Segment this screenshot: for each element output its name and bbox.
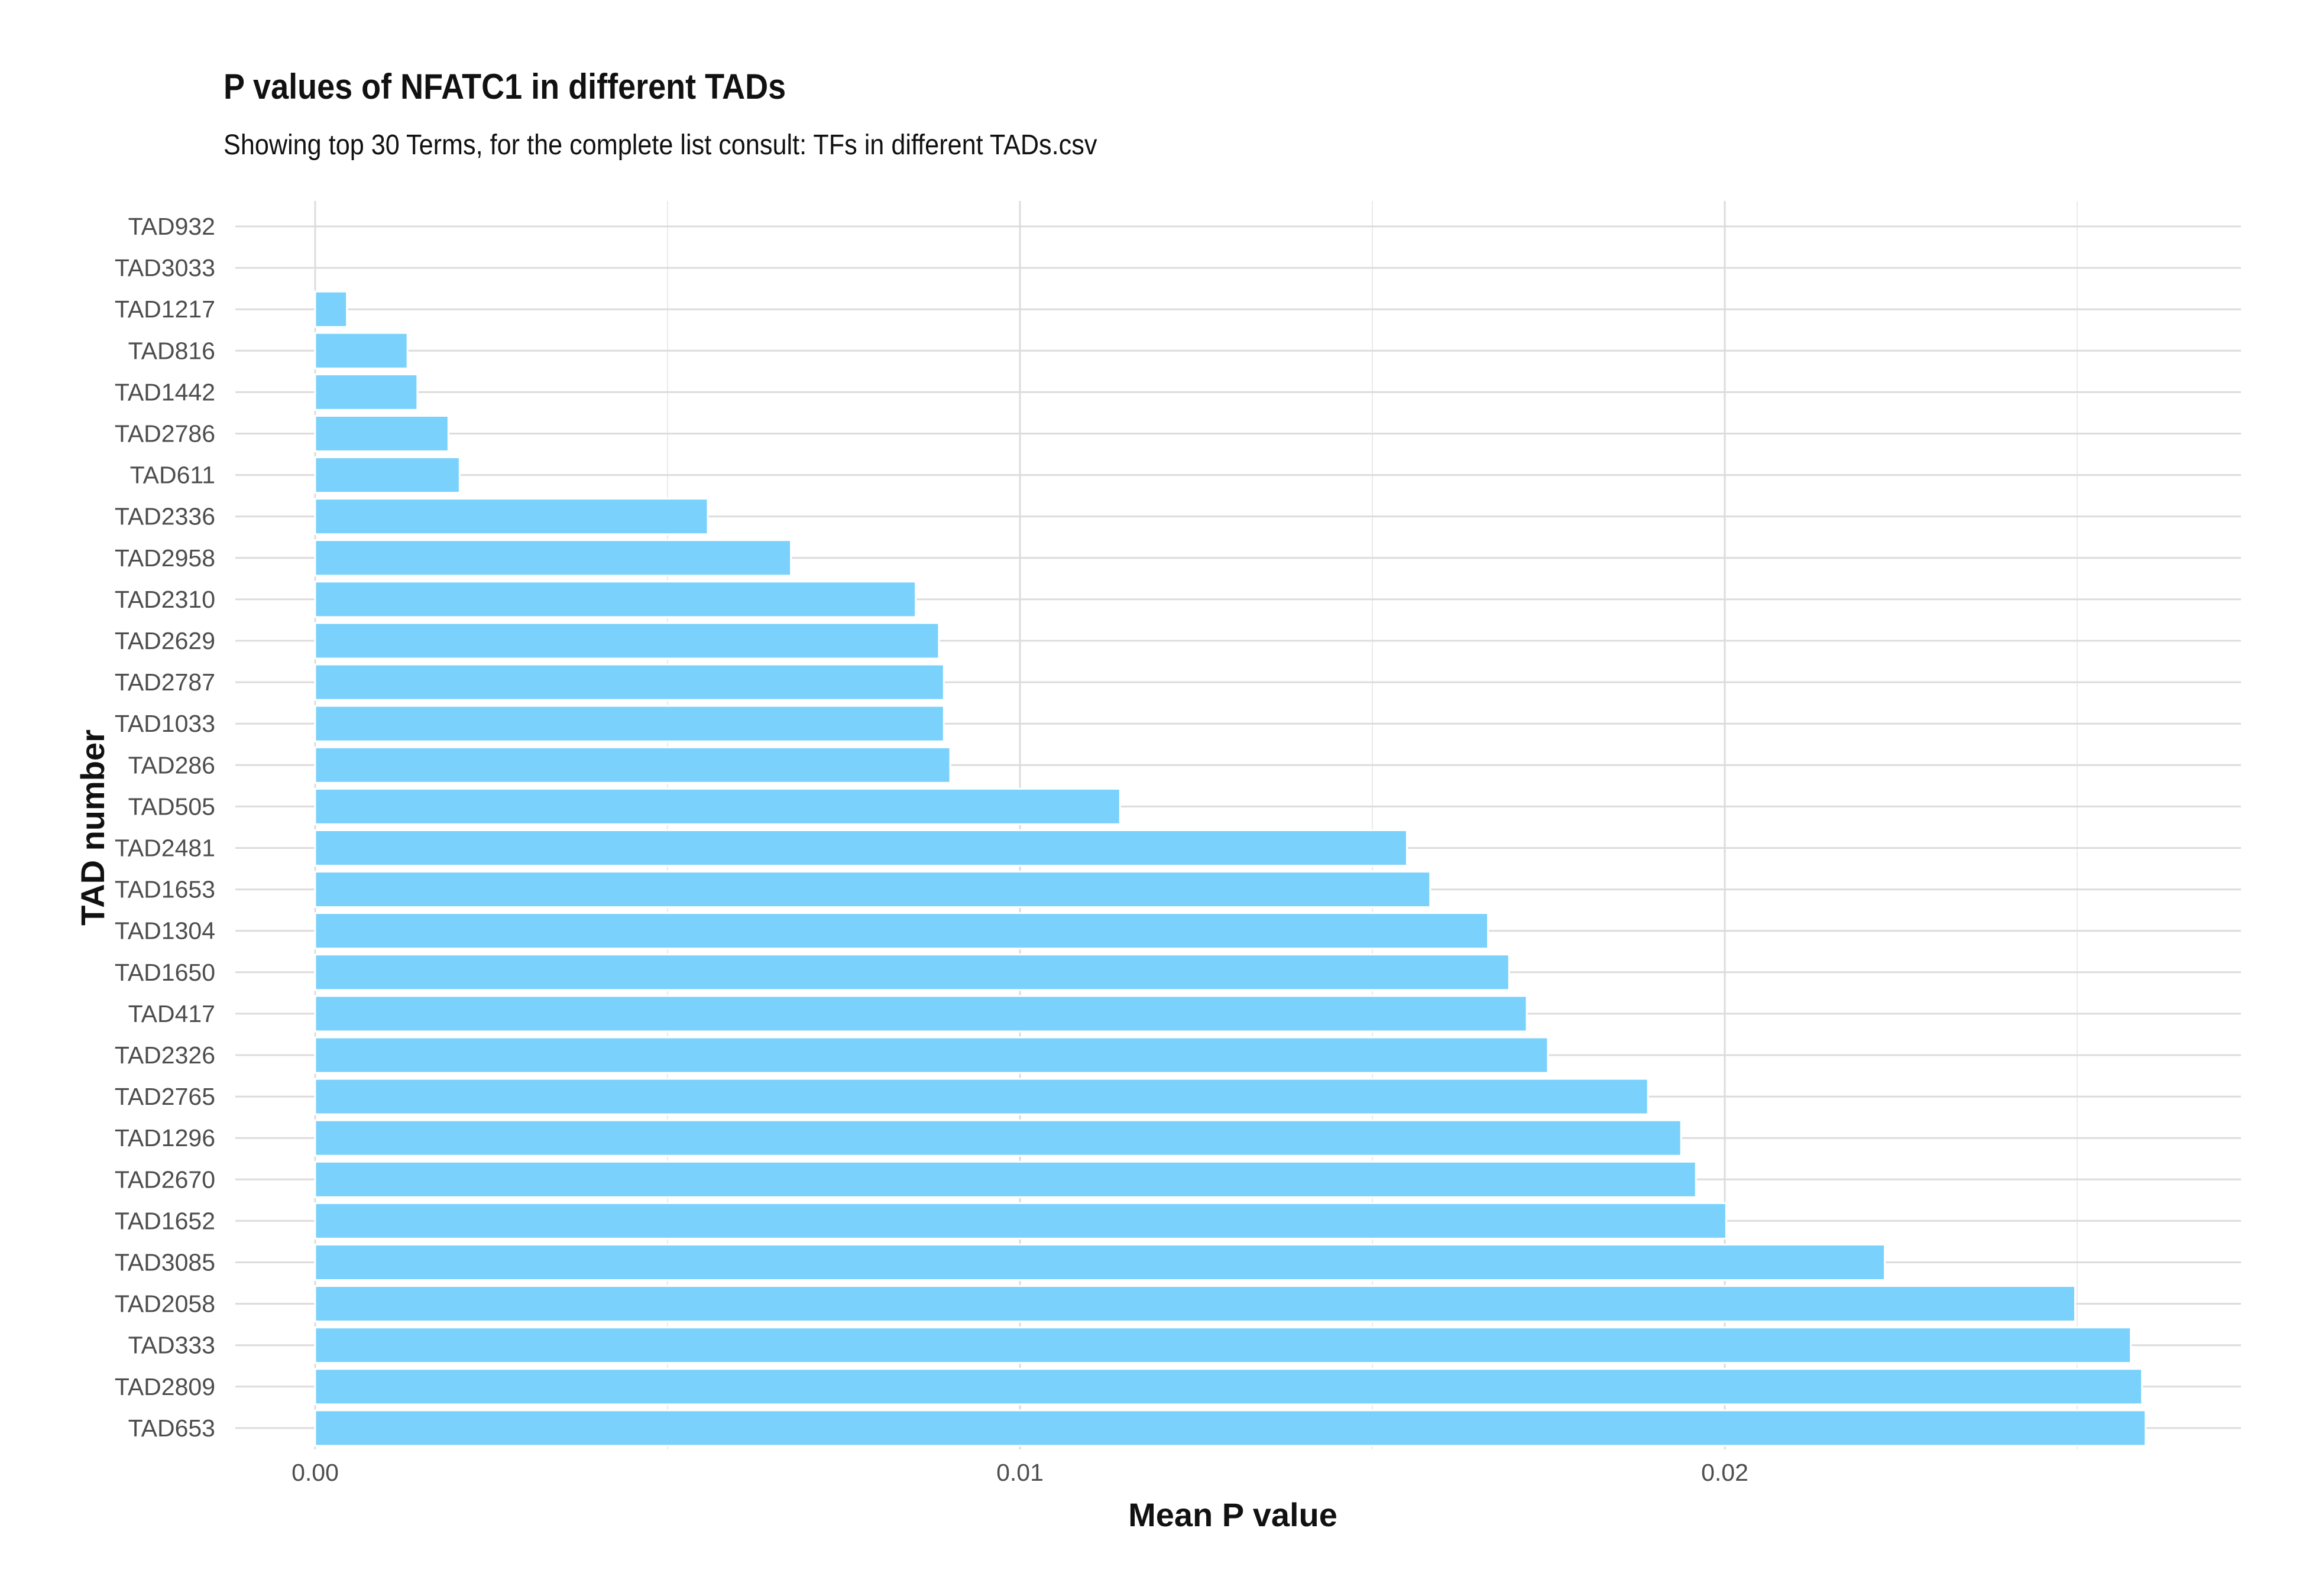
bar-tad2058 <box>314 1285 2076 1323</box>
bars <box>314 290 2147 1447</box>
bar-tad653 <box>314 1409 2147 1447</box>
y-tick-label: TAD2336 <box>115 503 215 530</box>
y-tick-label: TAD1653 <box>115 876 215 903</box>
y-tick-label: TAD2629 <box>115 627 215 654</box>
y-axis-title: TAD number <box>74 729 111 926</box>
chart-subtitle: Showing top 30 Terms, for the complete l… <box>224 129 1097 161</box>
bar-tad2629 <box>314 622 940 660</box>
bar-tad286 <box>314 746 951 784</box>
bar-tad1650 <box>314 953 1510 991</box>
bar-tad1304 <box>314 912 1489 950</box>
bar-tad1652 <box>314 1202 1727 1240</box>
y-tick-label: TAD1304 <box>115 917 215 945</box>
y-tick-label: TAD2958 <box>115 544 215 572</box>
bar-tad1217 <box>314 290 348 328</box>
x-tick-label: 0.01 <box>996 1459 1044 1486</box>
bar-tad333 <box>314 1326 2132 1364</box>
y-tick-label: TAD1442 <box>115 378 215 406</box>
y-tick-label: TAD1296 <box>115 1124 215 1151</box>
bar-tad1653 <box>314 871 1431 909</box>
y-tick-label: TAD505 <box>128 793 215 820</box>
y-tick-label: TAD653 <box>128 1415 215 1442</box>
bar-tad1296 <box>314 1119 1682 1157</box>
y-tick-label: TAD2481 <box>115 835 215 862</box>
x-tick-label: 0.00 <box>292 1459 339 1486</box>
bar-tad1442 <box>314 373 419 411</box>
y-tick-label: TAD1650 <box>115 959 215 986</box>
bar-tad2787 <box>314 663 945 701</box>
bar-tad2326 <box>314 1036 1549 1074</box>
x-tick-label: 0.02 <box>1701 1459 1748 1486</box>
y-tick-label: TAD3033 <box>115 254 215 281</box>
bar-tad2786 <box>314 415 449 452</box>
bar-tad2336 <box>314 498 709 536</box>
bar-tad611 <box>314 456 461 494</box>
y-tick-label: TAD2786 <box>115 420 215 447</box>
bar-tad2809 <box>314 1368 2143 1406</box>
y-tick-label: TAD333 <box>128 1332 215 1359</box>
y-tick-label: TAD286 <box>128 751 215 778</box>
bar-tad3085 <box>314 1244 1886 1281</box>
y-tick-label: TAD611 <box>130 462 215 489</box>
y-tick-label: TAD2787 <box>115 669 215 696</box>
bar-tad505 <box>314 787 1121 825</box>
y-tick-label: TAD1652 <box>115 1207 215 1234</box>
y-tick-label: TAD1033 <box>115 710 215 737</box>
y-tick-label: TAD2310 <box>115 586 215 613</box>
y-tick-label: TAD2326 <box>115 1042 215 1069</box>
bar-tad2765 <box>314 1078 1649 1115</box>
bar-tad417 <box>314 995 1528 1033</box>
y-tick-label: TAD1217 <box>115 296 215 323</box>
y-tick-label: TAD816 <box>128 337 215 364</box>
y-tick-label: TAD2809 <box>115 1373 215 1400</box>
bar-tad2958 <box>314 539 792 577</box>
y-tick-label: TAD2058 <box>115 1290 215 1318</box>
bar-tad2670 <box>314 1160 1697 1198</box>
y-tick-label: TAD3085 <box>115 1249 215 1276</box>
y-tick-label: TAD417 <box>128 1000 215 1027</box>
y-tick-label: TAD2765 <box>115 1083 215 1110</box>
bar-tad816 <box>314 332 409 369</box>
bar-tad2310 <box>314 580 917 618</box>
y-tick-labels: TAD932 TAD3033 TAD1217 TAD816 TAD1442 TAD2786… <box>115 213 215 1442</box>
chart-title: P values of NFATC1 in different TADs <box>224 67 786 106</box>
bar-tad2481 <box>314 829 1408 867</box>
y-tick-label: TAD2670 <box>115 1166 215 1193</box>
y-tick-label: TAD932 <box>128 213 215 240</box>
bar-tad1033 <box>314 705 945 742</box>
x-axis-title: Mean P value <box>1128 1496 1337 1533</box>
x-tick-labels: 0.00 0.01 0.02 <box>292 1459 1748 1486</box>
